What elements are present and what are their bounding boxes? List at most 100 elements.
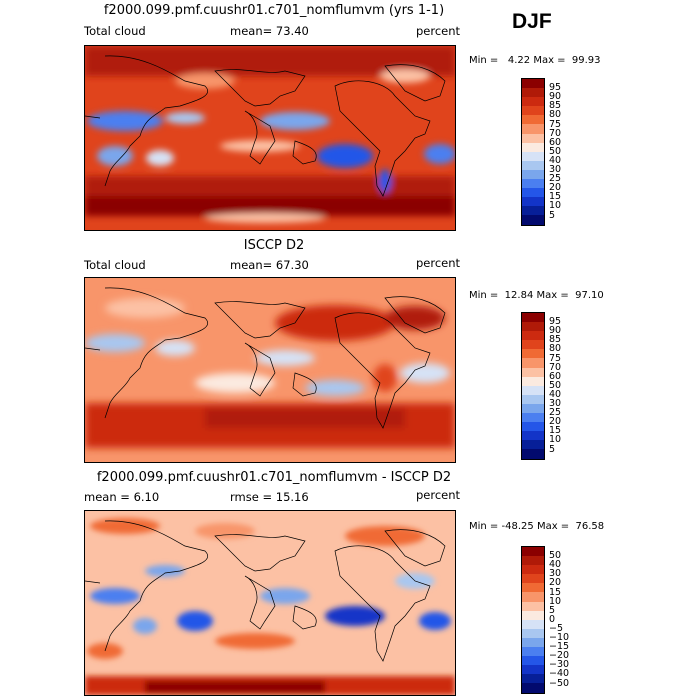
panel-3-units: percent <box>416 488 461 502</box>
colorbar-swatch <box>522 583 544 593</box>
colorbar-swatch <box>522 340 544 350</box>
colorbar-swatch <box>522 322 544 332</box>
colorbar-tick-label: 85 <box>549 100 562 112</box>
colorbar-tick-label: 60 <box>549 136 562 148</box>
panel-2-max-value: 97.10 <box>575 290 604 301</box>
colorbar-tick-label: 20 <box>549 416 562 428</box>
colorbar-swatch <box>522 88 544 98</box>
colorbar-tick-label: 50 <box>549 379 562 391</box>
colorbar-tick-label: 40 <box>549 559 562 571</box>
panel-2-minmax: Min = 12.84 Max = 97.10 <box>469 290 604 301</box>
colorbar-tick-label: 0 <box>549 613 556 625</box>
panel-2-coastlines <box>85 287 446 429</box>
panel-2-mean-label: mean= <box>230 258 273 272</box>
colorbar-tick-label: 10 <box>549 200 562 212</box>
colorbar-tick-label: 30 <box>549 568 562 580</box>
colorbar-tick-label: 85 <box>549 334 562 346</box>
panel-1-variable-label: Total cloud <box>84 24 146 38</box>
panel-1-minmax: Min = 4.22 Max = 99.93 <box>469 55 601 66</box>
panel-3-min-label: Min = <box>469 521 499 532</box>
colorbar-tick-label: 70 <box>549 361 562 373</box>
colorbar-tick-label: 70 <box>549 127 562 139</box>
panel-1-map <box>84 45 456 231</box>
colorbar-swatch <box>522 367 544 377</box>
colorbar-tick-label: 5 <box>549 443 556 455</box>
colorbar-swatch <box>522 106 544 116</box>
panel-3-min-value: -48.25 <box>501 521 534 532</box>
colorbar-swatch <box>522 349 544 359</box>
panel-3-rmse-label: rmse = <box>230 490 273 504</box>
colorbar-swatch <box>522 565 544 575</box>
panel-3-title: f2000.099.pmf.cuushr01.c701_nomflumvm - … <box>96 470 452 485</box>
panel-3-mean-label: mean = <box>84 490 130 504</box>
colorbar-swatch <box>522 179 544 189</box>
colorbar-tick-label: 20 <box>549 182 562 194</box>
colorbar-tick-label: −30 <box>549 659 570 671</box>
colorbar-tick-label: 10 <box>549 434 562 446</box>
colorbar-swatch <box>522 637 544 648</box>
panel-1-units: percent <box>416 24 461 38</box>
colorbar-tick-label: 60 <box>549 370 562 382</box>
colorbar-tick-label: 40 <box>549 388 562 400</box>
colorbar-swatch <box>522 169 544 180</box>
colorbar-swatch <box>522 151 544 161</box>
colorbar-swatch <box>522 188 544 198</box>
colorbar-tick-label: 5 <box>549 209 556 221</box>
panel-3-map <box>84 510 456 696</box>
panel-1-min-value: 4.22 <box>507 55 531 66</box>
panel-1-map-svg <box>85 46 455 230</box>
panel-2-min-label: Min = <box>469 290 499 301</box>
colorbar-tick-label: 90 <box>549 91 562 103</box>
panel-1-mean-label: mean= <box>230 24 273 38</box>
colorbar-swatch <box>522 124 544 134</box>
colorbar-swatch <box>522 97 544 107</box>
colorbar-tick-label: −10 <box>549 632 570 643</box>
colorbar-swatch <box>522 142 544 152</box>
panel-3-rmse: rmse = 15.16 <box>230 490 309 504</box>
colorbar-swatch <box>522 215 544 225</box>
season-label: DJF <box>512 10 552 33</box>
colorbar-swatch <box>522 197 544 207</box>
panel-2-colorbar <box>521 312 545 460</box>
panel-3-mean: mean = 6.10 <box>84 490 159 504</box>
colorbar-tick-label: 5 <box>549 604 556 616</box>
colorbar-tick-label: 95 <box>549 316 562 328</box>
panel-2-max-label: Max = <box>536 290 569 301</box>
colorbar-swatch <box>522 206 544 216</box>
colorbar-tick-label: 40 <box>549 154 562 166</box>
colorbar-tick-label: 95 <box>549 82 562 94</box>
panel-3-mean-value: 6.10 <box>133 490 160 504</box>
colorbar-tick-label: 25 <box>549 173 562 185</box>
colorbar-swatch <box>522 610 544 620</box>
panel-1-min-label: Min = <box>469 55 499 66</box>
colorbar-swatch <box>522 574 544 584</box>
panel-1-colorbar <box>521 78 545 226</box>
panel-2-variable-label: Total cloud <box>84 258 146 272</box>
colorbar-tick-label: 75 <box>549 118 562 130</box>
colorbar-swatch <box>522 556 544 566</box>
colorbar-tick-label: 80 <box>549 343 562 355</box>
panel-2-mean: mean= 67.30 <box>230 258 309 272</box>
panel-3-map-svg <box>85 511 455 695</box>
colorbar-tick-label: −15 <box>549 641 570 653</box>
panel-3-max-value: 76.58 <box>575 521 605 532</box>
colorbar-swatch <box>522 376 544 386</box>
colorbar-swatch <box>522 656 544 666</box>
colorbar-tick-label: 50 <box>549 550 562 562</box>
colorbar-swatch <box>522 674 544 684</box>
colorbar-swatch <box>522 313 544 323</box>
colorbar-swatch <box>522 394 544 404</box>
colorbar-tick-label: −50 <box>549 677 570 689</box>
panel-2-map <box>84 277 456 463</box>
colorbar-swatch <box>522 619 544 629</box>
colorbar-swatch <box>522 440 544 450</box>
colorbar-swatch <box>522 647 544 657</box>
colorbar-swatch <box>522 160 544 170</box>
colorbar-swatch <box>522 683 544 693</box>
colorbar-swatch <box>522 385 544 395</box>
colorbar-tick-label: −5 <box>549 622 564 634</box>
panel-1-mean-value: 73.40 <box>275 24 309 38</box>
panel-2-units: percent <box>416 256 461 270</box>
colorbar-swatch <box>522 449 544 459</box>
panel-3-colorbar <box>521 546 545 694</box>
